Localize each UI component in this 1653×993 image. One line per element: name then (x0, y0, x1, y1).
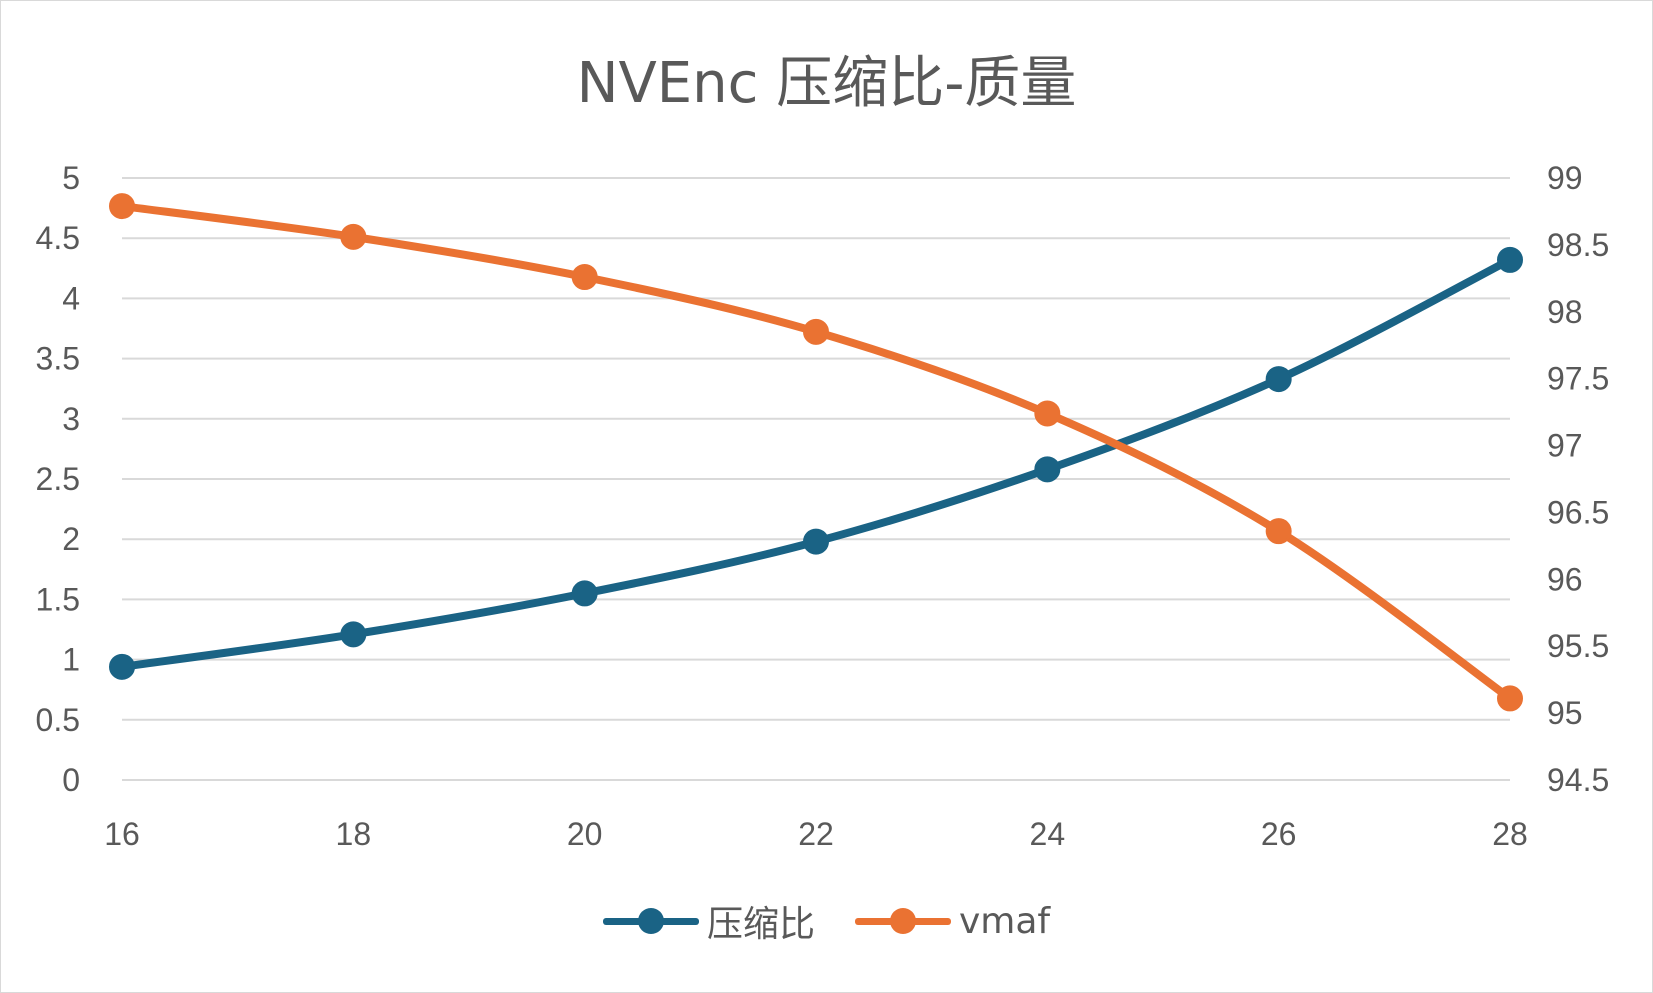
data-point-compression-ratio (1497, 246, 1523, 273)
x-tick-label: 18 (336, 816, 372, 852)
y-right-tick-label: 94.5 (1547, 762, 1609, 798)
legend-label-compression-ratio: 压缩比 (706, 904, 815, 945)
y-left-tick-label: 3 (62, 401, 80, 437)
y-right-tick-label: 97.5 (1547, 361, 1609, 397)
y-right-tick-label: 99 (1547, 160, 1583, 196)
data-point-vmaf (803, 318, 829, 345)
data-point-vmaf (571, 263, 598, 290)
legend: 压缩比 vmaf (0, 895, 1653, 947)
y-right-tick-label: 95.5 (1547, 628, 1609, 664)
data-point-vmaf (340, 223, 367, 250)
y-left-tick-label: 1.5 (36, 581, 80, 617)
data-point-compression-ratio (803, 528, 829, 555)
y-left-tick-label: 2 (62, 521, 80, 557)
data-point-compression-ratio (1265, 366, 1292, 393)
legend-swatch-vmaf (854, 906, 951, 936)
y-right-tick-label: 98 (1547, 294, 1583, 330)
y-right-tick-label: 98.5 (1547, 227, 1609, 263)
y-left-tick-label: 2.5 (36, 461, 80, 497)
x-tick-label: 16 (104, 816, 140, 852)
data-point-vmaf (1497, 685, 1523, 712)
x-tick-label: 26 (1261, 816, 1297, 852)
y-left-tick-label: 4.5 (36, 220, 80, 256)
y-left-tick-label: 5 (62, 160, 80, 196)
y-left-tick-label: 0.5 (36, 702, 80, 738)
data-point-vmaf (109, 193, 135, 220)
series-line-vmaf (118, 202, 1514, 703)
x-tick-label: 22 (798, 816, 834, 852)
x-tick-label: 20 (567, 816, 603, 852)
chart-title: NVEnc 压缩比-质量 (576, 51, 1077, 116)
data-point-compression-ratio (340, 621, 367, 648)
data-point-compression-ratio (109, 653, 135, 680)
legend-item-compression-ratio[interactable]: 压缩比 (602, 895, 815, 947)
y-right-tick-label: 97 (1547, 428, 1583, 464)
legend-swatch-compression-ratio (602, 906, 699, 936)
y-left-tick-label: 3.5 (36, 341, 80, 377)
data-point-compression-ratio (571, 580, 598, 607)
y-left-tick-label: 4 (62, 280, 80, 316)
legend-item-vmaf[interactable]: vmaf (854, 895, 1051, 947)
y-right-tick-label: 96 (1547, 561, 1583, 597)
y-right-tick-label: 95 (1547, 695, 1583, 731)
y-left-tick-label: 1 (62, 642, 80, 678)
data-point-vmaf (1034, 400, 1061, 427)
data-point-vmaf (1265, 518, 1292, 545)
data-point-compression-ratio (1034, 456, 1061, 483)
y-left-tick-label: 0 (62, 762, 80, 798)
x-tick-label: 28 (1492, 816, 1528, 852)
y-right-tick-label: 96.5 (1547, 494, 1609, 530)
x-tick-label: 24 (1030, 816, 1066, 852)
legend-label-vmaf: vmaf (958, 900, 1051, 942)
